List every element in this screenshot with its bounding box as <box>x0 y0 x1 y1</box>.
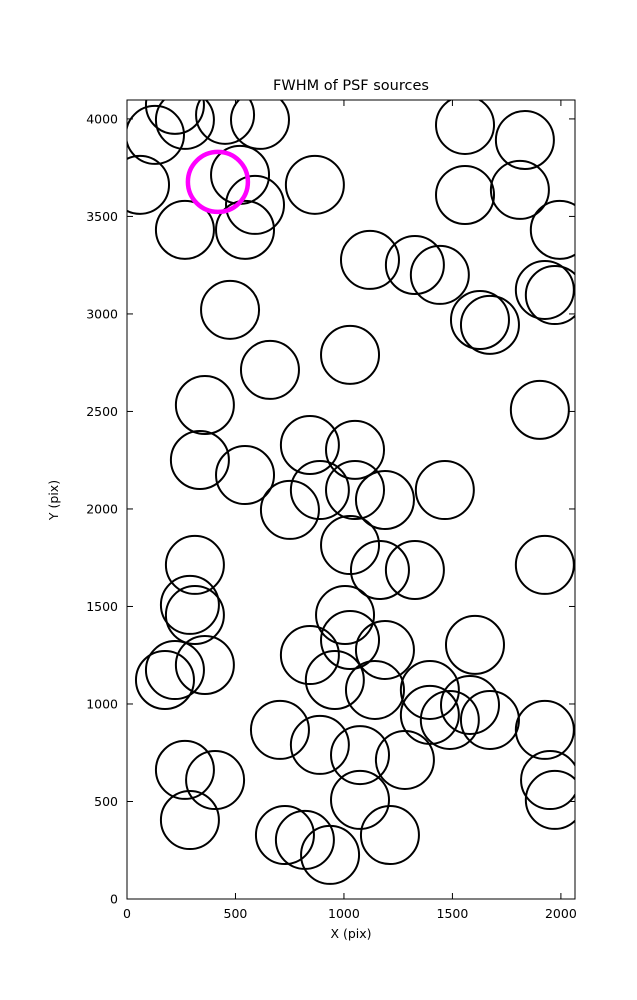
chart-title: FWHM of PSF sources <box>273 78 429 94</box>
psf-source-circle <box>254 805 315 866</box>
psf-source-circle <box>185 750 246 811</box>
psf-source-circle <box>330 769 391 830</box>
y-tick-label: 2500 <box>86 404 118 419</box>
psf-source-circle <box>449 289 510 350</box>
psf-source-circle <box>195 100 256 145</box>
psf-source-circle <box>200 279 261 340</box>
psf-source-circle <box>154 739 215 800</box>
x-axis-label: X (pix) <box>330 926 371 941</box>
psf-source-circle <box>344 659 405 720</box>
psf-source-circle <box>330 725 391 786</box>
psf-source-circle <box>164 585 225 646</box>
y-axis-label: Y (pix) <box>46 480 61 521</box>
psf-source-circle <box>154 100 215 150</box>
psf-source-circle <box>514 534 575 595</box>
psf-source-circle <box>399 684 460 745</box>
psf-source-circle <box>529 199 575 260</box>
psf-source-circle <box>320 610 381 671</box>
psf-source-circle <box>239 339 300 400</box>
psf-source-circle <box>514 699 575 760</box>
psf-source-circle <box>289 714 350 775</box>
psf-source-circle <box>384 234 445 295</box>
psf-source-circle <box>164 534 225 595</box>
psf-source-circle <box>409 244 470 305</box>
axes-frame <box>126 99 576 900</box>
psf-source-circle <box>144 640 205 701</box>
y-tick-label: 3500 <box>86 209 118 224</box>
psf-source-circle <box>289 460 350 521</box>
axes-layer: 0 500 1000 1500 2000 0 500 1000 1500 2000 2500 3000… <box>86 99 577 921</box>
y-tick-label: 1500 <box>86 599 118 614</box>
psf-source-circle <box>127 154 171 215</box>
psf-source-circle <box>154 199 215 260</box>
psf-source-circle <box>215 199 276 260</box>
psf-source-circle <box>349 540 410 600</box>
psf-source-circle <box>325 419 386 480</box>
psf-source-circle <box>524 265 575 326</box>
psf-source-circle <box>339 229 400 290</box>
psf-source-circle <box>144 100 205 135</box>
psf-source-circle <box>210 144 271 205</box>
x-tick-label: 500 <box>224 906 248 921</box>
y-tick-label: 1000 <box>86 696 118 711</box>
psf-source-circle <box>494 109 555 170</box>
y-tick-label: 0 <box>110 892 118 907</box>
psf-source-circle <box>229 100 290 150</box>
psf-source-circle <box>399 659 460 720</box>
psf-source-circle <box>249 699 310 760</box>
data-points-layer <box>127 100 575 885</box>
psf-source-circle <box>315 585 376 646</box>
psf-source-circle <box>439 674 500 735</box>
y-tick-label: 2000 <box>86 501 118 516</box>
psf-source-circle <box>354 469 415 530</box>
x-tick-label: 2000 <box>545 906 577 921</box>
psf-source-circle <box>225 174 285 235</box>
psf-source-circle <box>524 769 575 830</box>
psf-source-circle <box>520 750 575 811</box>
psf-source-circle <box>514 259 575 320</box>
x-tick-label: 1000 <box>328 906 360 921</box>
highlighted-psf-source-circle <box>185 149 251 215</box>
x-tick-label: 0 <box>123 906 131 921</box>
psf-source-circle <box>435 100 495 155</box>
psf-source-circle <box>134 649 195 710</box>
psf-source-circle <box>414 460 475 521</box>
psf-source-circle <box>459 294 520 355</box>
psf-source-circle <box>374 729 435 790</box>
psf-source-circle <box>174 634 235 695</box>
psf-source-circle <box>127 104 185 165</box>
y-tick-label: 500 <box>94 794 118 809</box>
psf-source-circle <box>159 790 220 851</box>
psf-source-circle <box>169 430 230 491</box>
psf-source-circle <box>359 805 420 866</box>
psf-source-circle <box>444 614 505 675</box>
psf-source-circle <box>279 414 340 475</box>
psf-source-circle <box>459 689 520 750</box>
psf-source-circle <box>435 164 496 225</box>
psf-source-circle <box>320 515 381 576</box>
psf-source-circle <box>325 460 386 521</box>
psf-source-circle <box>419 689 480 750</box>
psf-source-circle <box>259 479 320 540</box>
y-tick-label: 4000 <box>86 111 118 126</box>
psf-source-circle <box>174 375 235 436</box>
psf-source-circle <box>284 154 345 215</box>
psf-source-circle <box>159 574 220 635</box>
psf-source-circle <box>304 649 365 710</box>
psf-source-circle <box>384 540 445 600</box>
psf-source-circle <box>300 824 361 885</box>
psf-source-circle <box>215 445 276 506</box>
psf-source-circle <box>509 379 570 440</box>
psf-source-circle <box>489 159 550 220</box>
psf-source-circle <box>354 619 415 680</box>
psf-source-circle <box>279 625 340 686</box>
y-tick-label: 3000 <box>86 306 118 321</box>
psf-source-circle <box>320 324 381 385</box>
x-tick-label: 1500 <box>437 906 469 921</box>
